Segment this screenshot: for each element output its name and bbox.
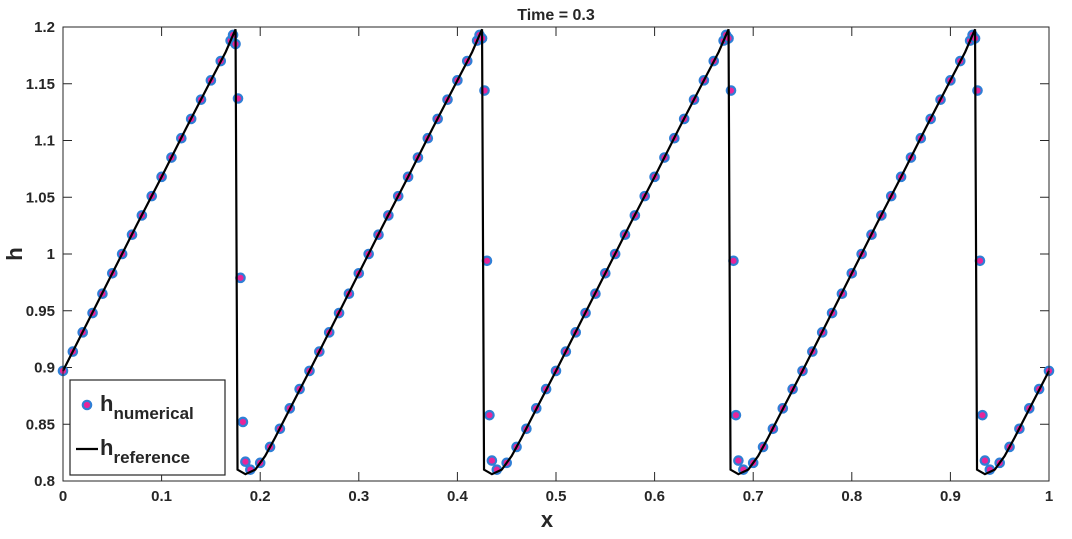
plot-area <box>63 27 1049 481</box>
data-point <box>977 409 988 421</box>
data-point <box>730 409 742 421</box>
data-point <box>237 416 249 428</box>
y-tick-label: 0.9 <box>34 360 55 377</box>
legend-name: h <box>100 435 113 460</box>
y-tick-label: 0.95 <box>26 303 55 320</box>
x-tick-label: 0.8 <box>841 488 862 505</box>
legend-subscript: numerical <box>113 404 193 423</box>
x-tick-label: 0.3 <box>348 488 369 505</box>
x-tick-label: 0.9 <box>940 488 961 505</box>
legend-subscript: reference <box>113 448 190 467</box>
data-point <box>979 455 991 466</box>
y-tick-label: 1 <box>47 246 55 263</box>
y-tick-label: 1.2 <box>34 19 55 36</box>
x-tick-label: 0 <box>59 488 67 505</box>
x-tick-label: 1 <box>1045 488 1053 505</box>
data-point <box>486 455 498 466</box>
y-axis-label: h <box>2 247 27 260</box>
legend-label: hreference <box>100 435 190 467</box>
y-tick-label: 0.85 <box>26 416 55 433</box>
data-point <box>733 455 744 466</box>
x-tick-label: 0.1 <box>151 488 172 505</box>
legend-name: h <box>100 391 113 416</box>
y-tick-label: 0.8 <box>34 473 55 490</box>
x-axis-label: x <box>541 507 554 532</box>
x-tick-label: 0.4 <box>447 488 469 505</box>
x-tick-label: 0.5 <box>546 488 567 505</box>
data-point <box>240 456 251 468</box>
axes-box <box>62 26 1050 482</box>
x-tick-label: 0.6 <box>644 488 665 505</box>
legend-box <box>69 379 226 476</box>
x-tick-label: 0.7 <box>743 488 764 505</box>
x-tick-label: 0.2 <box>250 488 271 505</box>
y-tick-label: 1.1 <box>34 133 55 150</box>
y-tick-label: 1.05 <box>26 189 55 206</box>
chart-title: Time = 0.3 <box>517 7 595 24</box>
reference-line <box>62 28 1050 476</box>
legend-label: hnumerical <box>100 391 194 423</box>
y-tick-label: 1.15 <box>26 76 55 93</box>
data-point <box>484 409 495 421</box>
legend-marker <box>81 399 93 411</box>
